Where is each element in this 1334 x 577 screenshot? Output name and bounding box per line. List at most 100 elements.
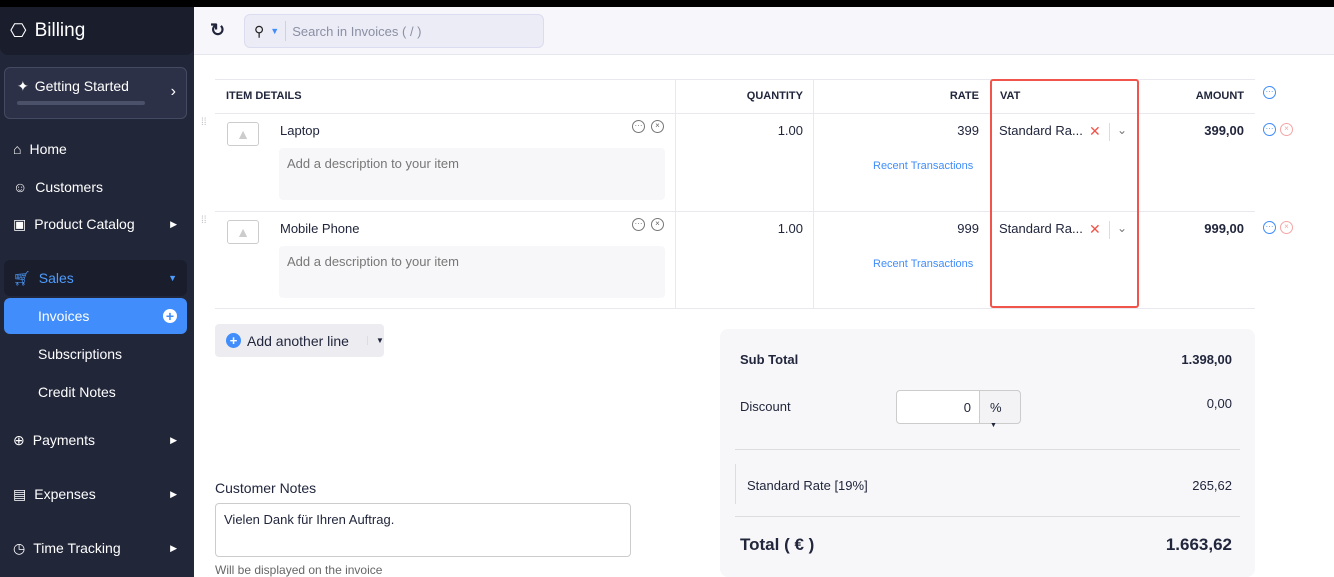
total-value: 1.663,62 (1165, 535, 1232, 554)
sidebar-item-label: Sales (38, 270, 74, 286)
sidebar-item-sales[interactable]: 🛒︎ Sales ▼ (4, 260, 187, 296)
brand[interactable]: ⎔ Billing (0, 7, 194, 55)
search-input[interactable]: Search in Invoices ( / ) (292, 23, 422, 39)
row-options-icon[interactable]: ··· (1263, 221, 1276, 234)
caret-right-icon: ▶ (170, 542, 177, 553)
header: ↻ ⚲ ▼ Search in Invoices ( / ) (194, 7, 1334, 55)
vat-column-highlight (990, 79, 1139, 308)
app-title: Billing (34, 20, 86, 41)
vat-select[interactable]: Standard Ra... (999, 221, 1083, 236)
add-another-line-button[interactable]: + Add another line ▼ (215, 324, 384, 357)
drag-handle-icon[interactable]: ⁞⁞ (201, 117, 207, 128)
chevron-down-icon[interactable]: ▼ (270, 26, 280, 36)
remove-row-icon[interactable]: × (1280, 123, 1293, 136)
quantity-input[interactable]: 1.00 (777, 221, 803, 236)
clock-icon: ◷ (13, 539, 26, 556)
vat-select[interactable]: Standard Ra... (999, 123, 1083, 138)
more-icon[interactable]: ··· (632, 120, 645, 133)
caret-down-icon[interactable]: ▼ (366, 336, 384, 345)
sidebar: ⎔ Billing ✦ Getting Started › ⌂ Home ☺ Custom… (0, 7, 194, 577)
header-item-details: ITEM DETAILS (226, 90, 302, 102)
caret-right-icon: ▶ (170, 218, 177, 229)
sidebar-item-subscriptions[interactable]: Subscriptions (4, 336, 187, 372)
divider (215, 79, 1255, 80)
getting-started-button[interactable]: ✦ Getting Started › (4, 67, 187, 119)
getting-started-label: Getting Started (34, 78, 129, 94)
divider (735, 464, 736, 504)
plus-icon: + (226, 333, 241, 348)
recent-transactions-link[interactable]: Recent Transactions (873, 160, 974, 172)
rate-input[interactable]: 399 (957, 123, 979, 138)
cart-icon: 🛒︎ (13, 269, 31, 286)
divider (1109, 123, 1110, 141)
bag-icon: ▣ (13, 215, 27, 232)
caret-right-icon: ▶ (170, 488, 177, 499)
subtotal-value: 1.398,00 (1181, 352, 1232, 367)
discount-input[interactable]: 0 (896, 390, 980, 424)
header-rate: RATE (949, 90, 979, 102)
rate-input[interactable]: 999 (957, 221, 979, 236)
item-name[interactable]: Laptop (280, 123, 320, 138)
add-invoice-icon[interactable]: + (163, 309, 177, 323)
total-label: Total ( € ) (740, 535, 815, 554)
customer-notes-input[interactable]: Vielen Dank für Ihren Auftrag. (215, 503, 631, 557)
history-icon[interactable]: ↻ (210, 20, 226, 40)
sidebar-item-product-catalog[interactable]: ▣ Product Catalog ▶ (4, 206, 187, 242)
more-icon[interactable]: ··· (632, 218, 645, 231)
sidebar-item-label: Credit Notes (38, 384, 116, 400)
divider (215, 211, 1255, 212)
item-amount: 399,00 (1204, 123, 1244, 138)
discount-unit-select[interactable]: % ▼ (979, 390, 1021, 429)
drag-handle-icon[interactable]: ⁞⁞ (201, 215, 207, 226)
description-input[interactable]: Add a description to your item (279, 148, 665, 200)
clear-icon[interactable]: × (651, 218, 664, 231)
sidebar-item-payments[interactable]: ⊕ Payments ▶ (4, 422, 187, 458)
customer-notes-hint: Will be displayed on the invoice (215, 563, 383, 577)
sidebar-item-time-tracking[interactable]: ◷ Time Tracking ▶ (4, 530, 187, 566)
item-amount: 999,00 (1204, 221, 1244, 236)
quantity-input[interactable]: 1.00 (777, 123, 803, 138)
search-icon[interactable]: ⚲ (254, 22, 265, 39)
divider (215, 113, 1255, 114)
recent-transactions-link[interactable]: Recent Transactions (873, 258, 974, 270)
subtotal-label: Sub Total (740, 352, 799, 367)
sidebar-item-invoices[interactable]: Invoices + (4, 298, 187, 334)
item-name[interactable]: Mobile Phone (280, 221, 360, 236)
caret-down-icon: ▼ (990, 422, 997, 429)
billing-logo-icon: ⎔ (10, 20, 27, 42)
chevron-right-icon: › (170, 83, 176, 100)
user-icon: ☺ (13, 179, 28, 195)
divider (813, 79, 814, 308)
sidebar-item-label: Customers (35, 179, 103, 195)
image-placeholder-icon[interactable]: ▲ (227, 122, 259, 146)
totals-panel: Sub Total 1.398,00 Discount 0 % ▼ 0,00 S… (720, 329, 1255, 577)
sidebar-item-label: Subscriptions (38, 346, 123, 362)
remove-row-icon[interactable]: × (1280, 221, 1293, 234)
row-options-icon[interactable]: ··· (1263, 123, 1276, 136)
add-line-label: Add another line (247, 332, 349, 349)
image-placeholder-icon[interactable]: ▲ (227, 220, 259, 244)
description-input[interactable]: Add a description to your item (279, 246, 665, 298)
sidebar-item-customers[interactable]: ☺ Customers (4, 169, 187, 205)
chevron-down-icon[interactable]: ⌄ (1117, 221, 1128, 235)
clear-vat-icon[interactable]: ✕ (1089, 123, 1101, 139)
sidebar-item-label: Product Catalog (34, 216, 135, 232)
sparkle-icon: ✦ (17, 78, 29, 94)
caret-right-icon: ▶ (170, 434, 177, 445)
receipt-icon: ▤ (13, 485, 27, 502)
sidebar-item-label: Home (29, 141, 67, 157)
divider (215, 308, 1255, 309)
top-bar (0, 0, 1334, 7)
sidebar-item-expenses[interactable]: ▤ Expenses ▶ (4, 476, 187, 512)
progress-bar (17, 101, 145, 105)
divider (735, 516, 1240, 517)
column-options-icon[interactable]: ··· (1263, 86, 1276, 99)
chevron-down-icon[interactable]: ⌄ (1117, 123, 1128, 137)
clear-icon[interactable]: × (651, 120, 664, 133)
sidebar-item-label: Payments (32, 432, 95, 448)
sidebar-item-credit-notes[interactable]: Credit Notes (4, 374, 187, 410)
sidebar-item-home[interactable]: ⌂ Home (4, 131, 187, 167)
header-quantity: QUANTITY (746, 90, 803, 102)
clear-vat-icon[interactable]: ✕ (1089, 221, 1101, 237)
search-bar[interactable]: ⚲ ▼ Search in Invoices ( / ) (244, 14, 544, 48)
